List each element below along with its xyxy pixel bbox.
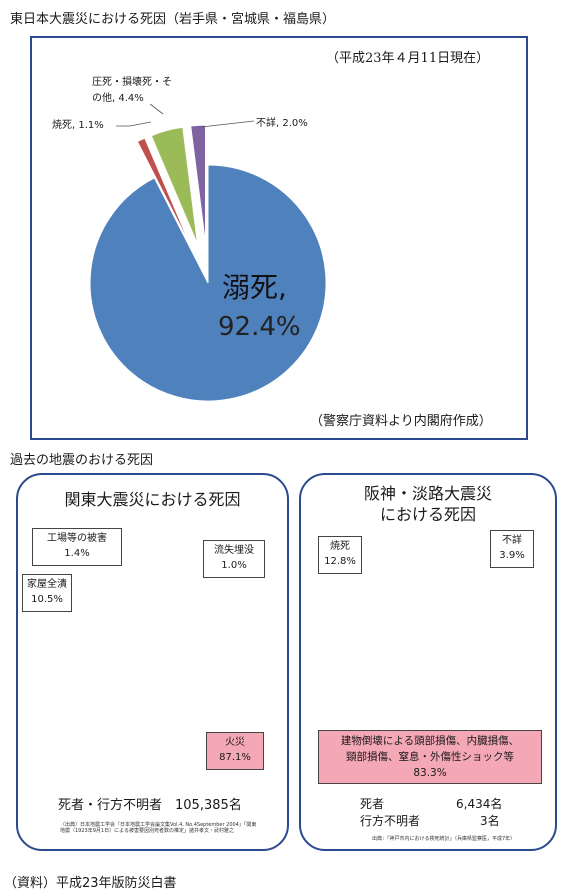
footer-source: （資料）平成23年版防災白書 bbox=[4, 876, 177, 891]
hanshin-dead-value: 6,434名 bbox=[456, 797, 503, 811]
kanto-factory-value: 1.4% bbox=[64, 548, 90, 559]
hanshin-building-value: 83.3% bbox=[413, 767, 447, 779]
top-date-note: （平成23年４月11日現在） bbox=[326, 51, 490, 66]
kanto-house-label-box: 家屋全潰 10.5% bbox=[22, 574, 72, 612]
kanto-washed-name: 流失埋没 bbox=[214, 545, 254, 556]
kanto-fire-label-box: 火災 87.1% bbox=[206, 732, 264, 770]
label-unknown: 不詳, 2.0% bbox=[256, 118, 308, 129]
label-drowning-name: 溺死, bbox=[222, 271, 287, 304]
hanshin-building-line2: 頸部損傷、窒息・外傷性ショック等 bbox=[346, 751, 514, 763]
pie-slice-crushed-other bbox=[150, 126, 199, 245]
hanshin-dead-label: 死者 bbox=[360, 797, 385, 811]
hanshin-building-line1: 建物倒壊による頭部損傷、内臓損傷、 bbox=[340, 735, 520, 747]
hanshin-unknown-label-box: 不詳 3.9% bbox=[490, 530, 534, 568]
kanto-house-name: 家屋全潰 bbox=[27, 579, 67, 590]
top-chart-heading: 東日本大震災における死因（岩手県・宮城県・福島県） bbox=[10, 12, 336, 27]
top-source-note: （警察庁資料より内閣府作成） bbox=[310, 414, 492, 429]
top-leader-lines bbox=[116, 103, 255, 128]
hanshin-burned-label-box: 焼死 12.8% bbox=[318, 536, 362, 574]
hanshin-missing-value: 3名 bbox=[480, 814, 500, 828]
kanto-fire-name: 火災 bbox=[225, 737, 245, 748]
label-crushed-line1: 圧死・損壊死・そ bbox=[92, 77, 172, 88]
hanshin-building-label-box: 建物倒壊による頭部損傷、内臓損傷、 頸部損傷、窒息・外傷性ショック等 83.3% bbox=[318, 730, 542, 784]
past-earthquakes-heading: 過去の地震のおける死因 bbox=[10, 453, 154, 468]
label-drowning-value: 92.4% bbox=[218, 312, 301, 342]
hanshin-burned-name: 焼死 bbox=[330, 541, 350, 552]
top-pie bbox=[89, 124, 327, 402]
kanto-source: （出典）日本地震工学会『日本地震工学会論文集Vol.4, No.4Septemb… bbox=[60, 822, 257, 834]
kanto-washed-value: 1.0% bbox=[221, 560, 247, 571]
kanto-factory-label-box: 工場等の被害 1.4% bbox=[32, 528, 122, 566]
pie-slice-burned bbox=[136, 137, 192, 248]
hanshin-missing-label: 行方不明者 bbox=[360, 814, 421, 828]
label-crushed-line2: の他, 4.4% bbox=[92, 93, 144, 104]
hanshin-title-line1: 阪神・淡路大震災 bbox=[363, 484, 492, 503]
hanshin-title-line2: における死因 bbox=[379, 505, 476, 524]
hanshin-unknown-name: 不詳 bbox=[502, 535, 522, 546]
hanshin-source: 出典：「神戸市内における検死統計」（兵庫県監察医，平成7年） bbox=[372, 836, 516, 842]
hanshin-unknown-value: 3.9% bbox=[499, 550, 525, 561]
label-burned: 焼死, 1.1% bbox=[52, 120, 104, 131]
kanto-factory-name: 工場等の被害 bbox=[47, 533, 107, 544]
hanshin-burned-value: 12.8% bbox=[324, 556, 356, 567]
kanto-house-value: 10.5% bbox=[31, 594, 63, 605]
kanto-fire-value: 87.1% bbox=[219, 752, 251, 763]
kanto-title: 関東大震災における死因 bbox=[64, 490, 241, 509]
pie-slice-drowning bbox=[89, 164, 327, 402]
pie-slice-unknown bbox=[190, 124, 206, 244]
kanto-summary: 死者・行方不明者 105,385名 bbox=[58, 798, 242, 813]
kanto-washed-label-box: 流失埋没 1.0% bbox=[203, 540, 265, 578]
